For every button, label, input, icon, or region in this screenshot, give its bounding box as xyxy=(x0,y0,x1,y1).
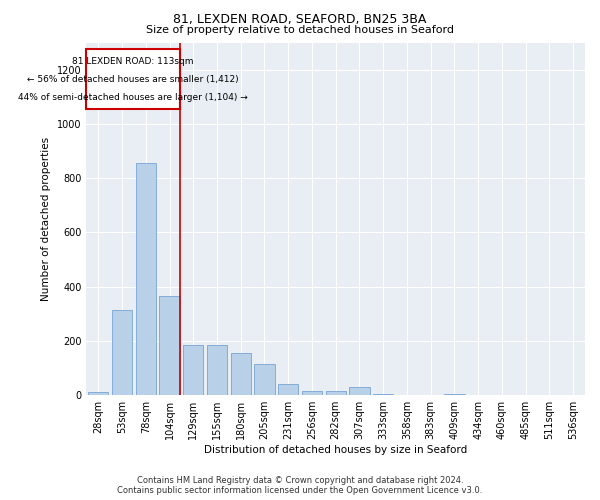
Bar xyxy=(349,387,370,395)
Text: 81, LEXDEN ROAD, SEAFORD, BN25 3BA: 81, LEXDEN ROAD, SEAFORD, BN25 3BA xyxy=(173,12,427,26)
Bar xyxy=(326,391,346,395)
Bar xyxy=(254,364,275,395)
Text: Size of property relative to detached houses in Seaford: Size of property relative to detached ho… xyxy=(146,25,454,35)
Bar xyxy=(112,310,132,395)
X-axis label: Distribution of detached houses by size in Seaford: Distribution of detached houses by size … xyxy=(204,445,467,455)
Bar xyxy=(88,392,109,395)
Bar xyxy=(373,394,393,395)
Text: Contains HM Land Registry data © Crown copyright and database right 2024.
Contai: Contains HM Land Registry data © Crown c… xyxy=(118,476,482,495)
Bar xyxy=(136,163,156,395)
Text: 81 LEXDEN ROAD: 113sqm: 81 LEXDEN ROAD: 113sqm xyxy=(72,58,194,66)
Text: ← 56% of detached houses are smaller (1,412): ← 56% of detached houses are smaller (1,… xyxy=(27,75,239,84)
Y-axis label: Number of detached properties: Number of detached properties xyxy=(41,137,52,301)
Text: 44% of semi-detached houses are larger (1,104) →: 44% of semi-detached houses are larger (… xyxy=(18,92,248,102)
Bar xyxy=(207,345,227,395)
Bar xyxy=(278,384,298,395)
Bar xyxy=(230,353,251,395)
Bar xyxy=(183,345,203,395)
Bar xyxy=(160,296,179,395)
Bar xyxy=(445,394,464,395)
Bar xyxy=(302,391,322,395)
Bar xyxy=(86,50,179,109)
